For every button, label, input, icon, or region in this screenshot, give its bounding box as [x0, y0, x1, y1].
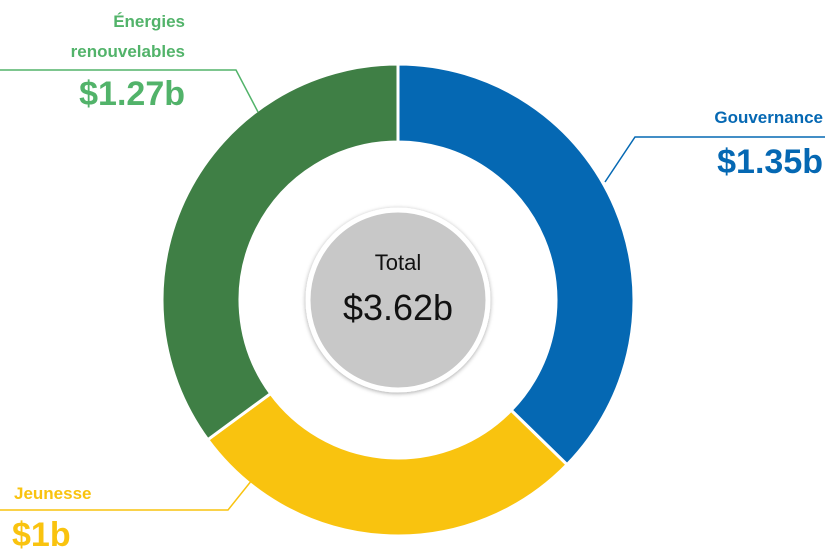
- total-value: $3.62b: [343, 287, 453, 328]
- slice-value-label: $1.27b: [79, 75, 185, 113]
- total-circle: [305, 207, 491, 393]
- leader-line: [0, 69, 259, 113]
- slice-value-label: $1.35b: [717, 143, 823, 181]
- slice-name: Jeunesse: [14, 484, 92, 503]
- slice-name: Énergies renouvelables: [70, 12, 185, 61]
- slice-name: Gouvernance: [714, 108, 823, 127]
- donut-slice: [396, 62, 636, 467]
- slice-value-label: $1b: [12, 516, 71, 552]
- donut-slice: [160, 62, 400, 442]
- donut-slice: [205, 391, 570, 538]
- leader-line: [604, 136, 825, 183]
- total-label: Total: [375, 250, 421, 275]
- leader-line: [0, 479, 253, 511]
